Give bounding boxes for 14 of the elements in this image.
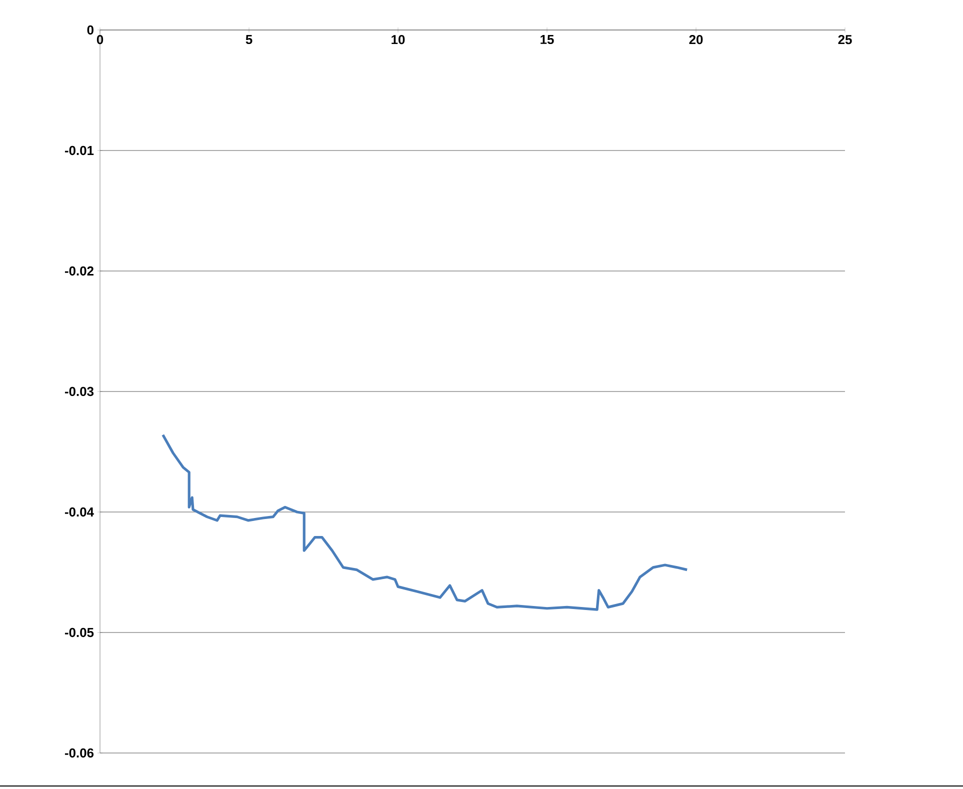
y-tick-label: -0.03 bbox=[64, 386, 94, 396]
y-tick-label: -0.02 bbox=[64, 266, 94, 276]
x-tick-label: 25 bbox=[838, 34, 852, 44]
x-tick-label: 5 bbox=[246, 35, 252, 44]
x-tick-label: 10 bbox=[392, 34, 405, 44]
y-tick-label: -0.05 bbox=[64, 628, 94, 638]
y-tick-label: -0.04 bbox=[64, 507, 94, 517]
y-tick-label: -0.06 bbox=[64, 748, 94, 758]
x-tick-label: 0 bbox=[96, 34, 104, 44]
x-tick-label: 15 bbox=[540, 35, 554, 44]
y-tick-label: -0.01 bbox=[64, 146, 94, 156]
line-series bbox=[162, 434, 688, 611]
x-tick-label: 20 bbox=[689, 34, 703, 44]
y-tick-label: 0 bbox=[87, 25, 94, 35]
